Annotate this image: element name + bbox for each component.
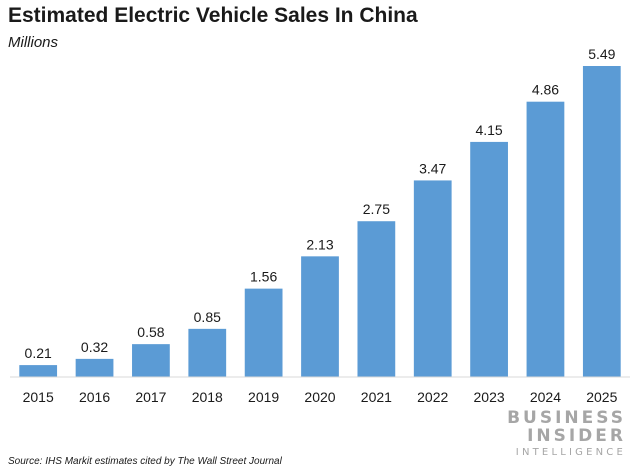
value-label-2018: 0.85 (194, 309, 221, 325)
value-label-2022: 3.47 (419, 160, 446, 176)
value-label-2020: 2.13 (306, 236, 333, 252)
value-label-2024: 4.86 (532, 82, 559, 98)
x-tick-label-2015: 2015 (23, 389, 54, 405)
x-tick-label-2020: 2020 (304, 389, 335, 405)
bars-group (19, 66, 621, 377)
x-tick-label-2017: 2017 (135, 389, 166, 405)
x-tick-label-2021: 2021 (361, 389, 392, 405)
logo-line-2: INSIDER (527, 426, 626, 446)
value-label-2019: 1.56 (250, 269, 277, 285)
bar-2021 (357, 221, 396, 377)
bar-2024 (526, 101, 565, 377)
bar-2016 (75, 358, 114, 377)
bar-2017 (132, 344, 170, 377)
bar-2025 (582, 66, 621, 377)
x-tick-label-2016: 2016 (79, 389, 110, 405)
bar-2018 (188, 328, 227, 377)
bar-2022 (413, 180, 452, 377)
x-tick-label-2025: 2025 (586, 389, 617, 405)
bar-2020 (301, 256, 339, 377)
value-labels-group: 0.21 0.32 0.58 0.85 1.56 2.13 2.75 3.47 4.15 4.86… (25, 46, 616, 361)
logo-line-3: INTELLIGENCE (515, 447, 626, 458)
value-label-2023: 4.15 (475, 122, 502, 138)
x-tick-label-2019: 2019 (248, 389, 279, 405)
value-label-2021: 2.75 (363, 201, 390, 217)
source-note: Source: IHS Markit estimates cited by Th… (8, 456, 282, 467)
chart-title: Estimated Electric Vehicle Sales In Chin… (8, 4, 418, 27)
x-tick-label-2024: 2024 (530, 389, 561, 405)
bar-2023 (470, 141, 508, 377)
bar-2019 (244, 288, 283, 377)
business-insider-intelligence-logo: BUSINESS INSIDER INTELLIGENCE (507, 410, 626, 458)
bar-2015 (19, 365, 58, 377)
x-tick-label-2023: 2023 (474, 389, 505, 405)
value-label-2016: 0.32 (81, 339, 108, 355)
tick-labels-group: 2015 2016 2017 2018 2019 2020 2021 2022 2023 2024… (23, 389, 618, 405)
x-tick-label-2022: 2022 (417, 389, 448, 405)
value-label-2015: 0.21 (25, 345, 52, 361)
x-tick-label-2018: 2018 (192, 389, 223, 405)
value-label-2025: 5.49 (588, 46, 615, 62)
value-label-2017: 0.58 (137, 324, 164, 340)
chart-subtitle: Millions (8, 34, 59, 51)
logo-line-1: BUSINESS (507, 408, 626, 428)
